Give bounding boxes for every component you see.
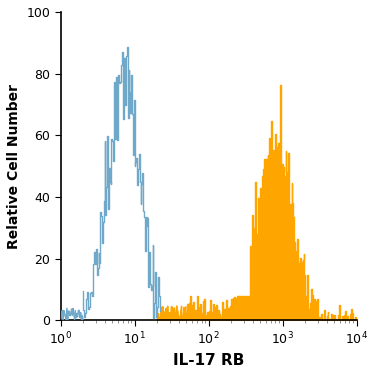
X-axis label: IL-17 RB: IL-17 RB: [173, 353, 244, 368]
Y-axis label: Relative Cell Number: Relative Cell Number: [7, 84, 21, 249]
